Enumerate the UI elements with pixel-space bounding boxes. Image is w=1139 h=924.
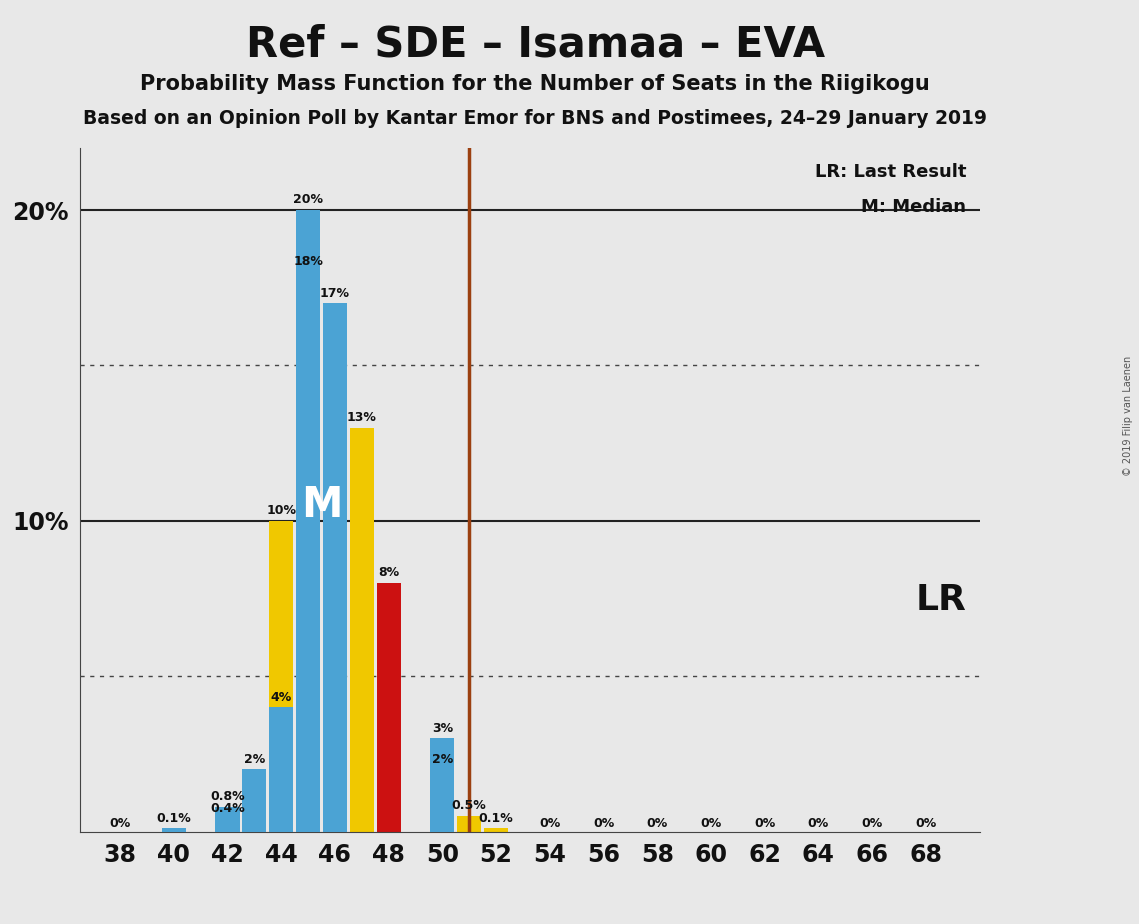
Text: 10%: 10% <box>267 505 296 517</box>
Text: 0%: 0% <box>700 817 722 830</box>
Text: 0%: 0% <box>647 817 667 830</box>
Text: 18%: 18% <box>293 255 323 269</box>
Text: 0.5%: 0.5% <box>452 799 486 812</box>
Text: 0%: 0% <box>916 817 936 830</box>
Bar <box>322 303 347 832</box>
Text: Probability Mass Function for the Number of Seats in the Riigikogu: Probability Mass Function for the Number… <box>140 74 931 94</box>
Text: 20%: 20% <box>293 193 323 206</box>
Text: 0%: 0% <box>808 817 829 830</box>
Text: 8%: 8% <box>378 566 399 579</box>
Bar <box>215 807 239 832</box>
Bar <box>269 521 293 832</box>
Text: 0.4%: 0.4% <box>210 802 245 816</box>
Text: M: M <box>301 484 342 527</box>
Text: 0.1%: 0.1% <box>156 812 191 825</box>
Bar <box>215 820 239 832</box>
Bar <box>350 428 374 832</box>
Bar <box>431 770 454 832</box>
Text: 2%: 2% <box>432 753 453 766</box>
Text: 13%: 13% <box>346 411 377 424</box>
Text: 0%: 0% <box>539 817 560 830</box>
Text: LR: LR <box>916 583 966 617</box>
Text: 0%: 0% <box>754 817 776 830</box>
Bar <box>431 738 454 832</box>
Text: 3%: 3% <box>432 722 453 735</box>
Text: Ref – SDE – Isamaa – EVA: Ref – SDE – Isamaa – EVA <box>246 23 825 65</box>
Text: 0%: 0% <box>109 817 131 830</box>
Text: 0%: 0% <box>593 817 614 830</box>
Text: 0.8%: 0.8% <box>211 790 245 803</box>
Text: LR: Last Result: LR: Last Result <box>814 164 966 181</box>
Bar <box>215 820 239 832</box>
Text: M: Median: M: Median <box>861 198 966 215</box>
Bar <box>377 816 401 832</box>
Text: 17%: 17% <box>320 286 350 299</box>
Bar <box>296 273 320 832</box>
Text: 0%: 0% <box>861 817 883 830</box>
Text: © 2019 Filip van Laenen: © 2019 Filip van Laenen <box>1123 356 1132 476</box>
Bar <box>162 829 186 832</box>
Bar <box>457 816 482 832</box>
Text: Based on an Opinion Poll by Kantar Emor for BNS and Postimees, 24–29 January 201: Based on an Opinion Poll by Kantar Emor … <box>83 109 988 128</box>
Text: 0.1%: 0.1% <box>478 812 514 825</box>
Text: 4%: 4% <box>271 690 292 703</box>
Text: 2%: 2% <box>244 753 265 766</box>
Bar <box>484 829 508 832</box>
Bar <box>296 210 320 832</box>
Bar <box>243 770 267 832</box>
Bar <box>377 583 401 832</box>
Bar <box>269 707 293 832</box>
